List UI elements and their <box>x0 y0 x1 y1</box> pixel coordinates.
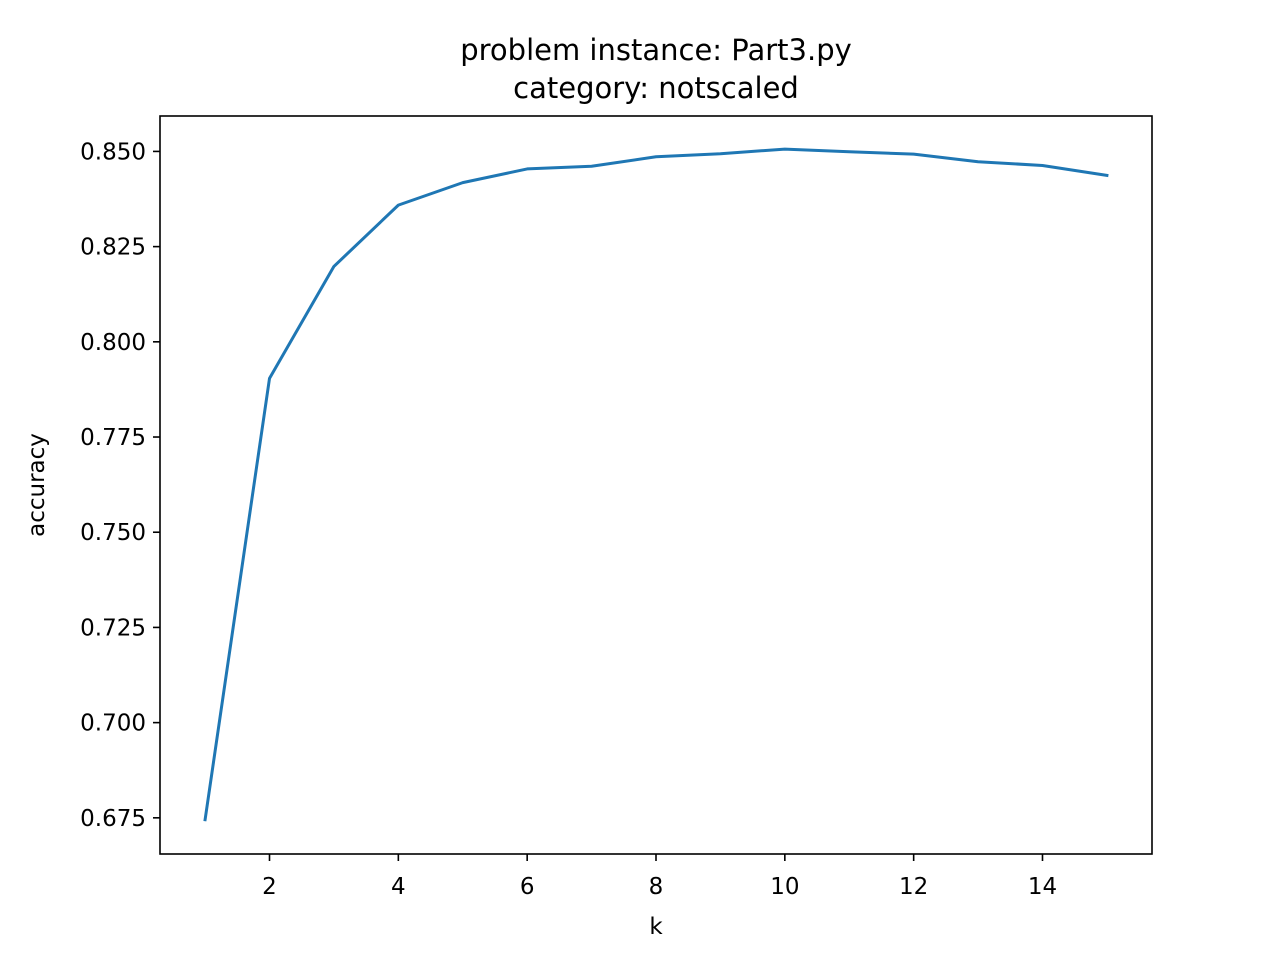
y-tick-label: 0.775 <box>80 425 146 451</box>
y-tick-label: 0.800 <box>80 330 146 356</box>
x-axis-label: k <box>649 914 663 940</box>
x-tick-label: 14 <box>1028 874 1057 900</box>
y-tick-label: 0.825 <box>80 235 146 261</box>
chart-title: problem instance: Part3.py <box>460 33 852 67</box>
y-axis-label: accuracy <box>24 433 50 537</box>
x-tick-label: 12 <box>899 874 928 900</box>
y-tick-label: 0.850 <box>80 139 146 165</box>
y-tick-label: 0.750 <box>80 520 146 546</box>
x-tick-label: 10 <box>770 874 799 900</box>
x-tick-label: 4 <box>391 874 406 900</box>
y-tick-label: 0.675 <box>80 806 146 832</box>
y-tick-label: 0.725 <box>80 615 146 641</box>
x-tick-label: 2 <box>262 874 277 900</box>
x-tick-label: 8 <box>649 874 664 900</box>
x-tick-label: 6 <box>520 874 535 900</box>
chart-subtitle: category: notscaled <box>513 71 799 105</box>
y-tick-label: 0.700 <box>80 711 146 737</box>
